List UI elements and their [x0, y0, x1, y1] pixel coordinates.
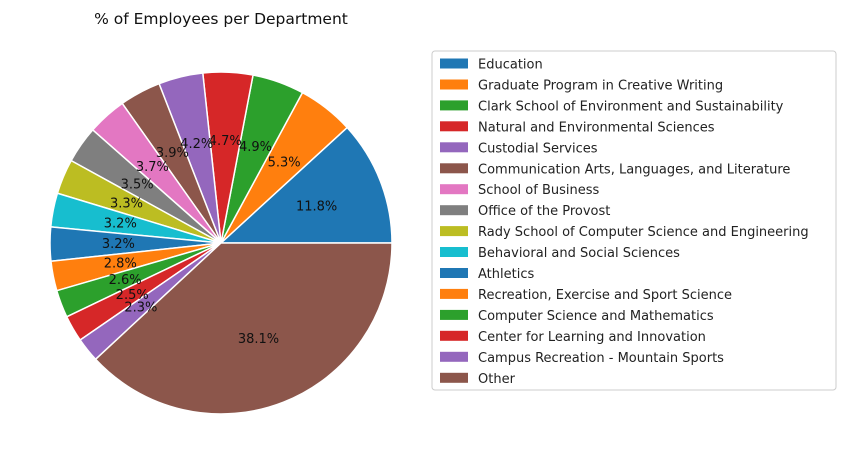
slice-percentage-label: 3.3% [110, 197, 143, 212]
legend-label: Recreation, Exercise and Sport Science [478, 288, 732, 303]
percentage-labels: 11.8% 5.3%4.9%4.7%4.2%3.9%3.7% 3.5% 3.3% 3.2… [102, 134, 337, 347]
slice-percentage-label: 3.9% [156, 146, 189, 161]
slice-percentage-label: 38.1% [238, 332, 279, 347]
legend-label: Office of the Provost [478, 204, 610, 219]
legend-frame [431, 50, 837, 391]
legend-swatch [440, 309, 468, 320]
slice-percentage-label: 2.6% [109, 273, 142, 288]
slice-percentage-label: 11.8% [296, 199, 337, 214]
legend-swatch [440, 184, 468, 195]
legend-label: Computer Science and Mathematics [478, 309, 714, 324]
slice-percentage-label: 3.2% [102, 237, 135, 252]
legend-label: School of Business [478, 183, 600, 198]
legend-swatch [440, 226, 468, 237]
slice-percentage-label: 4.7% [209, 134, 242, 149]
slice-percentage-label: 4.2% [180, 137, 213, 152]
legend-label: Communication Arts, Languages, and Liter… [478, 162, 790, 177]
legend: Education Graduate Program in Creative Wr… [431, 50, 837, 391]
legend-swatch [440, 351, 468, 362]
slice-percentage-label: 2.3% [124, 301, 157, 316]
legend-label: Clark School of Environment and Sustaina… [478, 99, 784, 114]
slice-percentage-label: 2.5% [116, 288, 149, 303]
legend-swatch [440, 205, 468, 216]
legend-swatch [440, 79, 468, 90]
legend-label: Natural and Environmental Sciences [478, 120, 715, 135]
legend-swatch [440, 247, 468, 257]
legend-swatch [440, 58, 468, 69]
slice-percentage-label: 3.2% [104, 217, 137, 232]
legend-swatch [440, 372, 468, 383]
legend-label: Campus Recreation - Mountain Sports [478, 351, 724, 366]
legend-label: Behavioral and Social Sciences [478, 246, 680, 261]
chart-title: % of Employees per Department [94, 10, 348, 28]
legend-swatch [440, 121, 468, 132]
legend-label: Education [478, 58, 543, 73]
legend-items: Education Graduate Program in Creative Wr… [440, 58, 809, 387]
legend-label: Graduate Program in Creative Writing [478, 79, 723, 94]
legend-swatch [440, 330, 468, 341]
slice-percentage-label: 3.7% [136, 160, 169, 175]
slice-percentage-label: 5.3% [268, 156, 301, 171]
legend-swatch [440, 142, 468, 153]
slice-percentage-label: 3.5% [121, 178, 154, 193]
slice-percentage-label: 4.9% [239, 140, 272, 155]
legend-swatch [440, 163, 468, 174]
legend-label: Athletics [478, 267, 534, 282]
pie-slices [49, 71, 393, 415]
legend-swatch [440, 100, 468, 111]
pie-slice [94, 242, 393, 415]
legend-label: Center for Learning and Innovation [478, 330, 706, 345]
pie-slice [220, 126, 393, 244]
slice-percentage-label: 2.8% [104, 256, 137, 271]
legend-label: Custodial Services [478, 141, 598, 156]
legend-label: Other [478, 372, 516, 387]
legend-swatch [440, 288, 468, 299]
legend-swatch [440, 268, 468, 278]
legend-label: Rady School of Computer Science and Engi… [478, 225, 809, 240]
